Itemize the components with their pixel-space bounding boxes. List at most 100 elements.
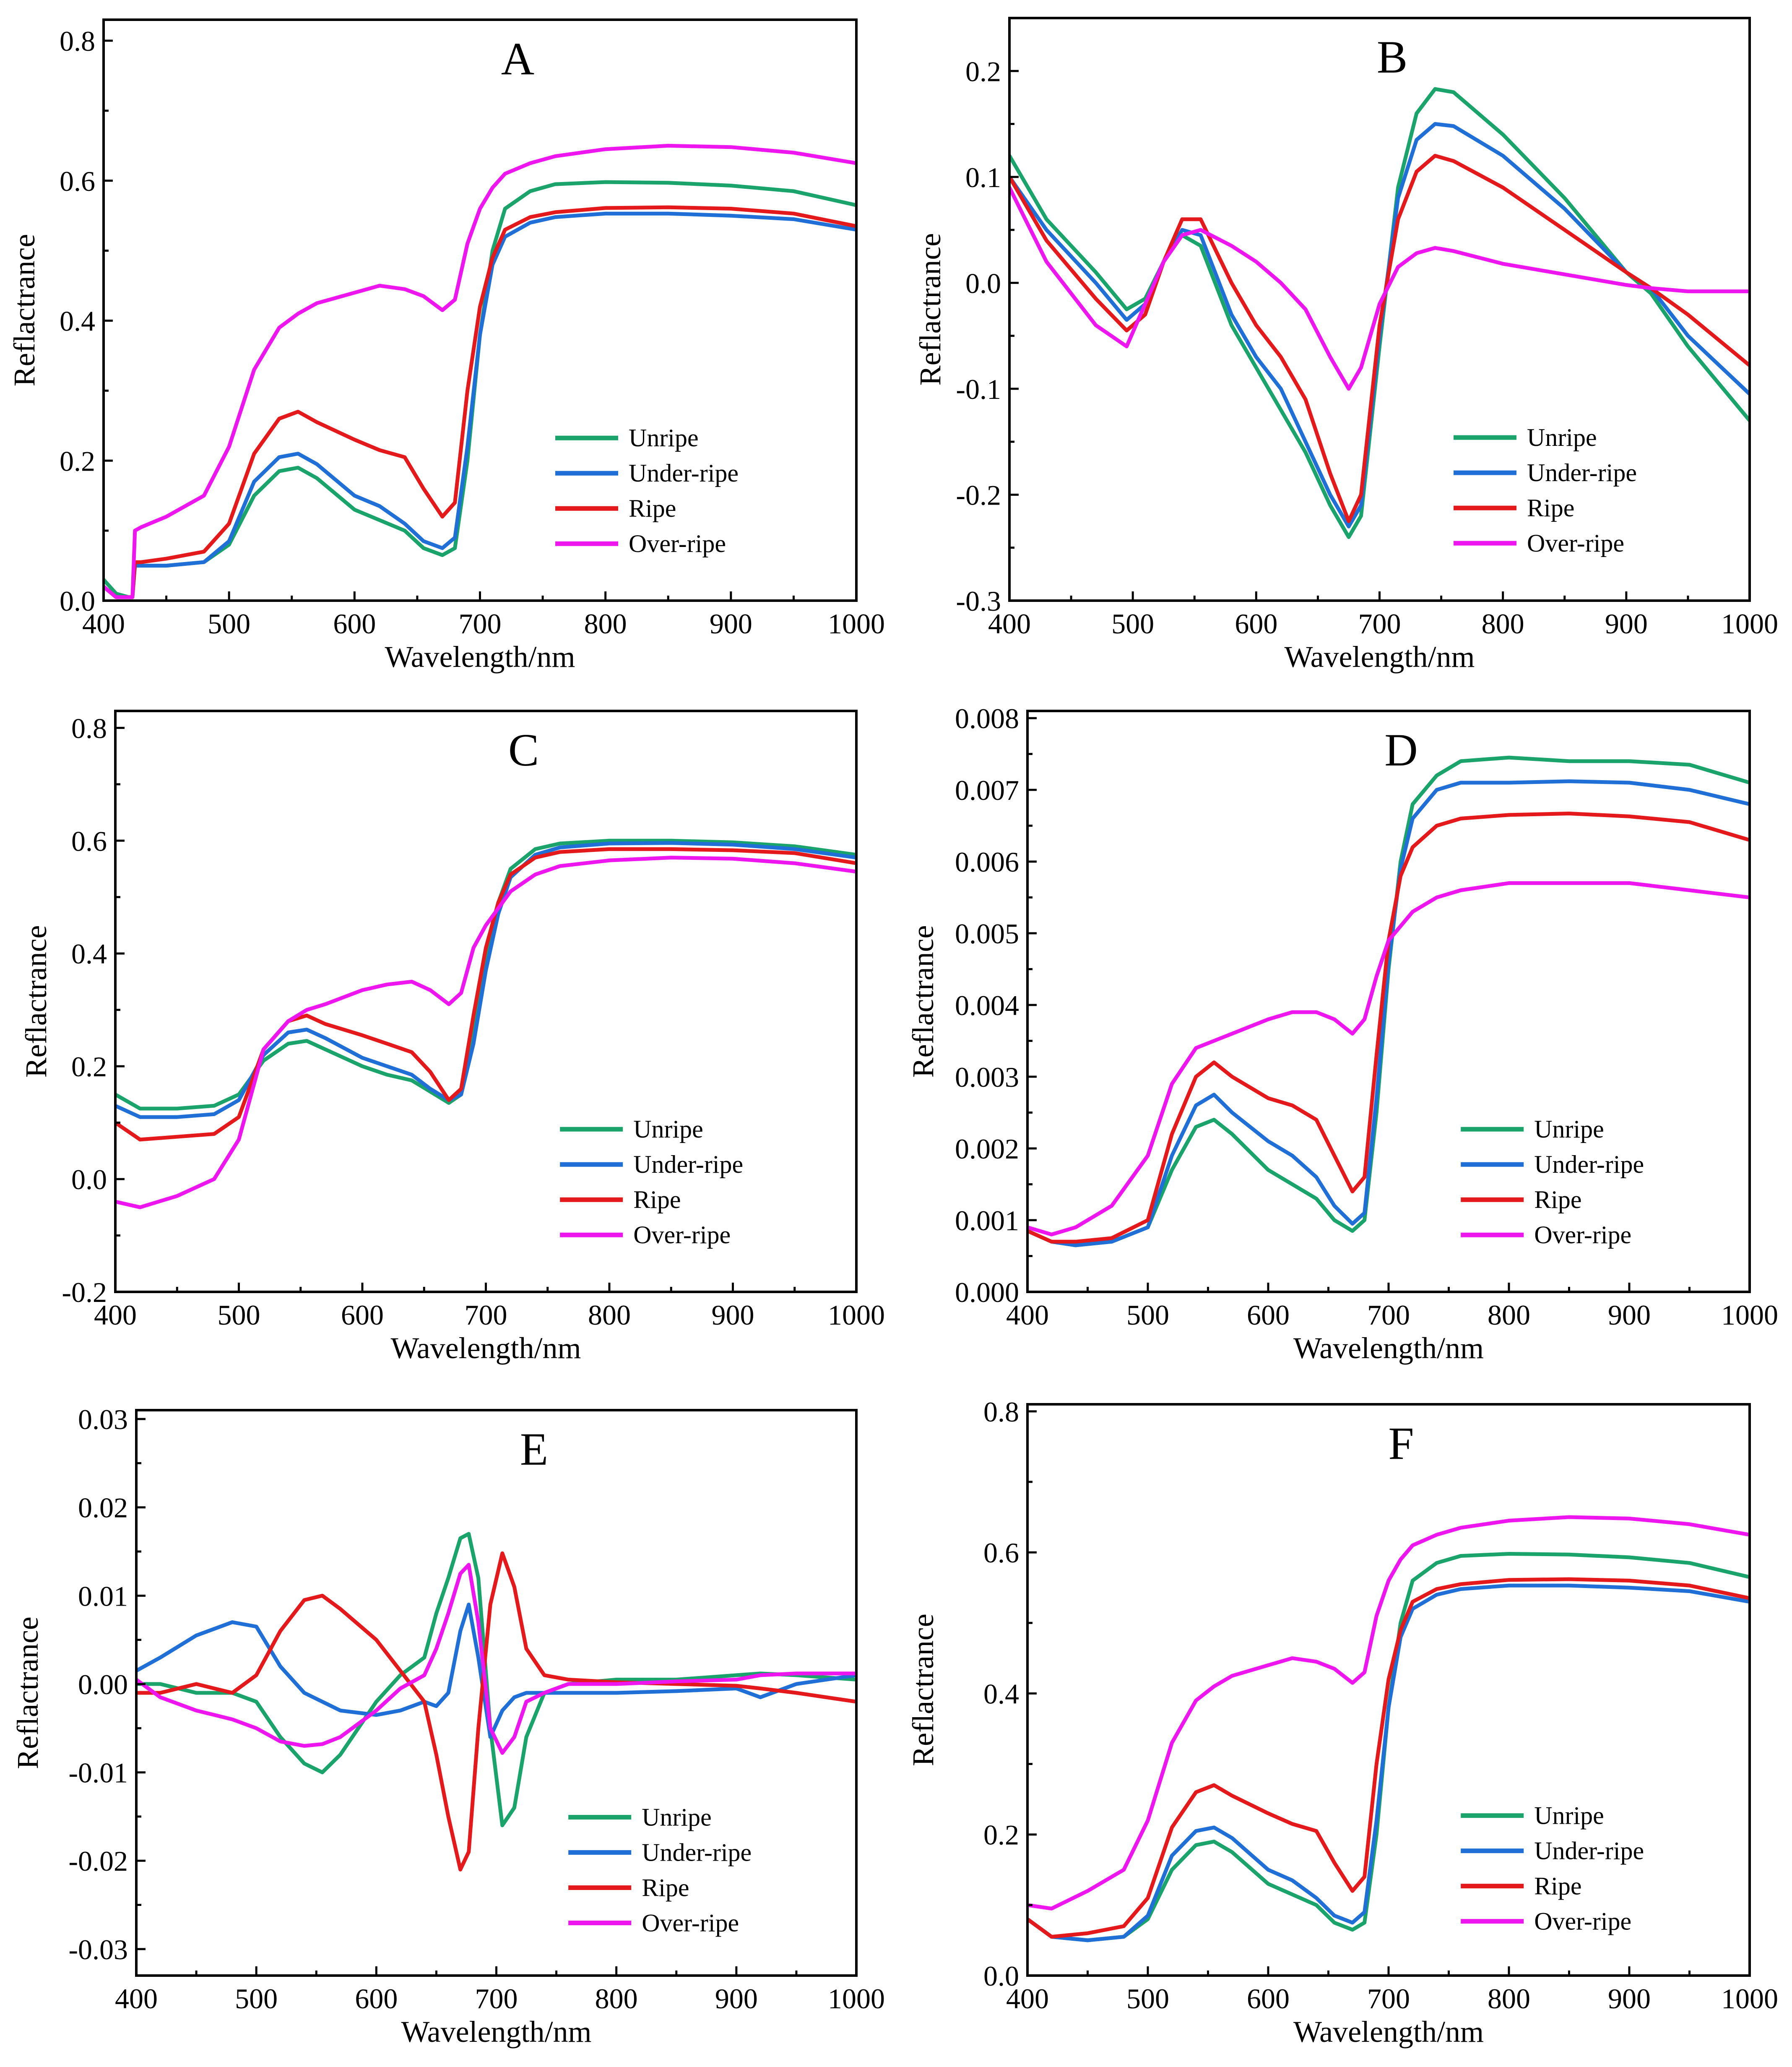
panel-d-series-ripe — [1027, 812, 1750, 1244]
panel-b-y-tick-label-5: 0.2 — [965, 55, 1001, 87]
panel-e-y-tick-label-3: 0.00 — [78, 1669, 128, 1700]
panel-e-y-tick-label-6: 0.03 — [78, 1403, 128, 1435]
panel-e-series-unripe — [136, 1532, 856, 1827]
panel-e-series-over-ripe — [136, 1563, 856, 1755]
panel-d-y-tick-label-4: 0.004 — [955, 989, 1019, 1021]
panel-f-legend: Unripe Under-ripe Ripe Over-ripe — [1461, 1802, 1644, 1935]
panel-d-x-tick-label-700: 700 — [1367, 1299, 1410, 1331]
panel-b-y-tick-label-3: 0.0 — [965, 267, 1001, 299]
panel-d-x-tick-label-900: 900 — [1608, 1299, 1651, 1331]
panel-b-y-tick-label-2: -0.1 — [956, 373, 1001, 405]
panel-f-y-tick-label-2: 0.4 — [983, 1678, 1019, 1710]
panel-b-legend-label-under-ripe: Under-ripe — [1527, 459, 1637, 487]
panel-d-title: D — [1384, 724, 1417, 776]
panel-a-x-tick-label-500: 500 — [208, 608, 250, 640]
panel-e-x-tick-label-1000: 1000 — [828, 1983, 885, 2015]
panel-a-y-axis-title: Reflactrance — [8, 234, 41, 387]
panel-c-title: C — [508, 724, 539, 776]
panel-e-x-tick-label-400: 400 — [115, 1983, 158, 2015]
panel-b: 400 500 600 700 800 900 1000 -0.3 -0.2 -0.1 0.0 0.1… — [913, 17, 1778, 674]
panel-c-legend-label-ripe: Ripe — [633, 1186, 681, 1213]
panel-a-legend-label-over-ripe: Over-ripe — [629, 530, 726, 557]
panel-f-legend-label-ripe: Ripe — [1534, 1872, 1581, 1900]
panel-c-series-over-ripe — [115, 856, 856, 1209]
panel-d-legend: Unripe Under-ripe Ripe Over-ripe — [1461, 1115, 1644, 1249]
panel-f-y-tick-label-4: 0.8 — [983, 1396, 1019, 1428]
panel-c-y-tick-label-3: 0.4 — [71, 938, 107, 970]
panel-a-x-tick-label-1000: 1000 — [828, 608, 885, 640]
panel-d-legend-label-ripe: Ripe — [1534, 1186, 1581, 1213]
panel-b-x-tick-label-800: 800 — [1482, 608, 1524, 640]
panel-c-y-tick-label-5: 0.8 — [71, 712, 107, 744]
panel-a-y-tick-label-2: 0.4 — [60, 305, 95, 337]
panel-f-y-tick-label-3: 0.6 — [983, 1537, 1019, 1569]
panel-f-legend-label-over-ripe: Over-ripe — [1534, 1908, 1631, 1935]
panel-c-y-tick-label-0: -0.2 — [62, 1276, 107, 1308]
panel-d-y-tick-label-7: 0.007 — [955, 774, 1019, 806]
panel-a-x-tick-label-800: 800 — [584, 608, 627, 640]
panel-e-legend-label-over-ripe: Over-ripe — [642, 1909, 739, 1937]
panel-b-legend-label-unripe: Unripe — [1527, 424, 1597, 451]
panel-b-y-tick-label-4: 0.1 — [965, 161, 1001, 193]
panel-e-legend: Unripe Under-ripe Ripe Over-ripe — [568, 1804, 752, 1937]
panel-e-y-tick-label-4: 0.01 — [78, 1580, 128, 1612]
panel-b-y-tick-label-1: -0.2 — [956, 479, 1001, 511]
panel-e-series-under-ripe — [136, 1602, 856, 1739]
panel-a-y-tick-label-1: 0.2 — [60, 445, 95, 477]
panel-c-x-tick-label-600: 600 — [341, 1299, 384, 1331]
panel-f-legend-label-under-ripe: Under-ripe — [1534, 1837, 1644, 1865]
panel-a-legend-label-ripe: Ripe — [629, 495, 676, 522]
panel-f: 400 500 600 700 800 900 1000 0.0 0.2 0.4 0.6 0.8 Wav… — [906, 1396, 1778, 2049]
panel-f-x-tick-label-1000: 1000 — [1721, 1983, 1778, 2015]
panel-a-y-tick-label-0: 0.0 — [60, 585, 95, 617]
panel-c-legend-label-unripe: Unripe — [633, 1115, 703, 1143]
panel-e: 400 500 600 700 800 900 1000 -0.03 -0.02 -0.01 0.0… — [11, 1403, 885, 2049]
panel-a-series-over-ripe — [104, 143, 856, 599]
panel-c-x-tick-label-700: 700 — [465, 1299, 507, 1331]
panel-f-series — [1027, 1515, 1750, 1942]
panel-b-series-ripe — [1009, 154, 1750, 523]
panel-d-series-over-ripe — [1027, 881, 1750, 1237]
panel-d-plot-frame — [1026, 710, 1751, 1293]
panel-a-y-tick-label-3: 0.6 — [60, 165, 95, 197]
panel-c-x-tick-label-500: 500 — [218, 1299, 260, 1331]
panel-a-title: A — [501, 33, 534, 84]
panel-d-y-tick-label-8: 0.008 — [955, 703, 1019, 734]
panel-a-x-tick-label-600: 600 — [333, 608, 376, 640]
panel-f-y-tick-label-1: 0.2 — [983, 1819, 1019, 1851]
panel-a-x-tick-label-700: 700 — [459, 608, 502, 640]
panel-d-x-tick-label-400: 400 — [1006, 1299, 1049, 1331]
panel-c-series — [115, 838, 856, 1209]
panel-d-x-tick-label-800: 800 — [1488, 1299, 1530, 1331]
panel-b-legend-label-ripe: Ripe — [1527, 494, 1574, 522]
panel-f-y-tick-label-0: 0.0 — [983, 1960, 1019, 1992]
panel-f-x-tick-label-500: 500 — [1126, 1983, 1169, 2015]
panel-f-series-ripe — [1027, 1577, 1750, 1939]
panel-c-x-axis-title: Wavelength/nm — [390, 1331, 581, 1365]
panel-b-x-axis-title: Wavelength/nm — [1284, 640, 1475, 674]
panel-d-legend-label-under-ripe: Under-ripe — [1534, 1151, 1644, 1178]
panel-f-x-tick-label-600: 600 — [1247, 1983, 1290, 2015]
panel-e-title: E — [520, 1424, 548, 1475]
panel-e-series — [136, 1532, 856, 1872]
panel-f-x-tick-label-800: 800 — [1488, 1983, 1530, 2015]
panel-c-series-ripe — [115, 847, 856, 1142]
panel-c-y-axis-title: Reflactrance — [19, 925, 53, 1078]
panel-f-y-axis-title: Reflactrance — [906, 1614, 940, 1766]
panel-f-title: F — [1388, 1418, 1414, 1469]
panel-b-series-over-ripe — [1009, 185, 1750, 391]
panel-e-y-tick-label-2: -0.01 — [68, 1757, 128, 1789]
panel-b-x-tick-label-1000: 1000 — [1721, 608, 1778, 640]
panel-b-x-tick-label-600: 600 — [1235, 608, 1277, 640]
panel-b-title: B — [1377, 31, 1407, 83]
panel-d-x-tick-label-600: 600 — [1247, 1299, 1290, 1331]
panel-c-legend-label-over-ripe: Over-ripe — [633, 1221, 731, 1249]
panel-c-y-tick-label-1: 0.0 — [71, 1164, 107, 1195]
panel-d-series-under-ripe — [1027, 779, 1750, 1247]
panel-e-y-axis-title: Reflactrance — [11, 1617, 44, 1769]
panel-d-y-tick-label-5: 0.005 — [955, 918, 1019, 950]
panel-c-legend: Unripe Under-ripe Ripe Over-ripe — [560, 1115, 743, 1249]
panel-a-y-tick-label-4: 0.8 — [60, 25, 95, 57]
panel-f-x-axis-title: Wavelength/nm — [1293, 2015, 1484, 2049]
